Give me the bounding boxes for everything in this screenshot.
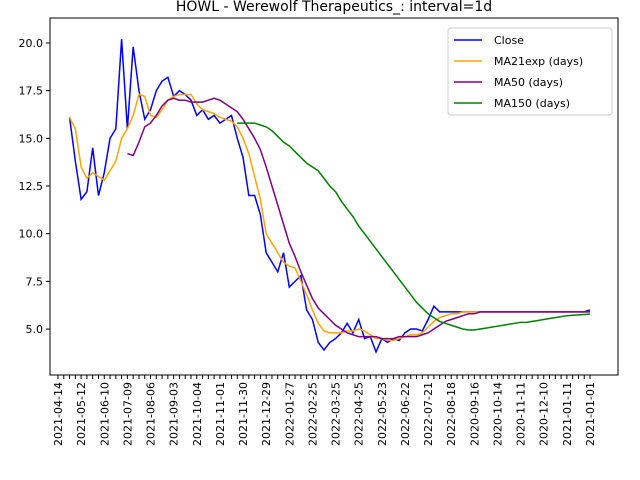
y-tick-label: 15.0	[19, 132, 44, 145]
legend-label: Close	[494, 34, 524, 47]
x-tick-label: 2020-11-11	[515, 382, 528, 446]
x-tick-label: 2021-11-30	[237, 382, 250, 446]
x-tick-label: 2021-09-03	[168, 382, 181, 446]
legend: Close MA21exp (days) MA50 (days) MA150 (day…	[447, 27, 613, 116]
x-tick-label: 2022-01-27	[283, 382, 296, 446]
x-tick-label: 2021-10-04	[191, 382, 204, 446]
legend-label: MA150 (days)	[494, 97, 570, 110]
x-tick-label: 2022-04-25	[353, 382, 366, 446]
x-tick-label: 2021-05-12	[75, 382, 88, 446]
line-series	[237, 122, 591, 331]
x-tick-label: 2021-08-06	[145, 382, 158, 446]
x-tick-label: 2021-01-01	[584, 382, 597, 446]
x-tick-label: 2022-08-18	[445, 382, 458, 446]
y-tick-label: 12.5	[19, 180, 44, 193]
x-tick-label: 2022-07-21	[422, 382, 435, 446]
plot-frame	[49, 17, 619, 376]
x-tick-label: 2021-06-10	[98, 382, 111, 446]
line-series	[68, 93, 590, 342]
y-tick-label: 20.0	[19, 37, 44, 50]
x-tick-label: 2020-10-14	[491, 382, 504, 446]
y-tick-label: 10.0	[19, 228, 44, 241]
x-tick-label: 2022-06-22	[399, 382, 412, 446]
y-tick-label: 17.5	[19, 85, 44, 98]
y-tick-label: 7.5	[26, 275, 44, 288]
legend-label: MA50 (days)	[494, 76, 563, 89]
x-tick-label: 2021-11-01	[214, 382, 227, 446]
x-tick-label: 2021-04-14	[52, 382, 65, 446]
chart-title: HOWL - Werewolf Therapeutics_: interval=…	[176, 0, 492, 15]
y-tick-label: 5.0	[26, 323, 44, 336]
x-tick-label: 2021-12-29	[260, 382, 273, 446]
x-tick-label: 2020-09-16	[468, 382, 481, 446]
x-tick-label: 2021-01-11	[561, 382, 574, 446]
x-tick-label: 2022-03-25	[330, 382, 343, 446]
legend-label: MA21exp (days)	[494, 55, 583, 68]
x-tick-label: 2022-02-25	[306, 382, 319, 446]
line-series	[127, 97, 590, 340]
x-tick-label: 2021-07-09	[121, 382, 134, 446]
x-tick-label: 2020-12-10	[538, 382, 551, 446]
legend-box	[447, 27, 613, 116]
x-tick-label: 2022-05-23	[376, 382, 389, 446]
